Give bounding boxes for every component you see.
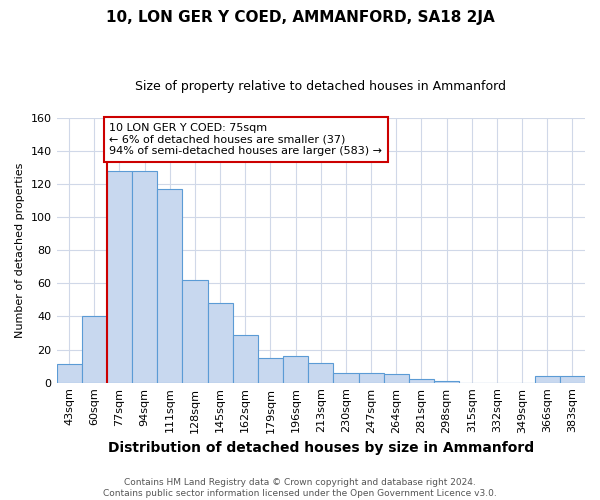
Text: 10 LON GER Y COED: 75sqm
← 6% of detached houses are smaller (37)
94% of semi-de: 10 LON GER Y COED: 75sqm ← 6% of detache… xyxy=(109,122,382,156)
Bar xyxy=(82,316,107,382)
Bar xyxy=(258,358,283,382)
Bar xyxy=(283,356,308,382)
Bar xyxy=(182,280,208,382)
Bar xyxy=(334,372,359,382)
Bar xyxy=(233,334,258,382)
Bar xyxy=(434,381,459,382)
Y-axis label: Number of detached properties: Number of detached properties xyxy=(15,162,25,338)
Bar xyxy=(359,372,383,382)
Bar xyxy=(107,171,132,382)
Bar xyxy=(132,171,157,382)
Bar xyxy=(560,376,585,382)
Bar xyxy=(308,363,334,382)
Text: 10, LON GER Y COED, AMMANFORD, SA18 2JA: 10, LON GER Y COED, AMMANFORD, SA18 2JA xyxy=(106,10,494,25)
Bar xyxy=(208,303,233,382)
Text: Contains HM Land Registry data © Crown copyright and database right 2024.
Contai: Contains HM Land Registry data © Crown c… xyxy=(103,478,497,498)
X-axis label: Distribution of detached houses by size in Ammanford: Distribution of detached houses by size … xyxy=(108,441,534,455)
Bar xyxy=(535,376,560,382)
Title: Size of property relative to detached houses in Ammanford: Size of property relative to detached ho… xyxy=(135,80,506,93)
Bar xyxy=(409,380,434,382)
Bar xyxy=(157,189,182,382)
Bar xyxy=(56,364,82,382)
Bar xyxy=(383,374,409,382)
